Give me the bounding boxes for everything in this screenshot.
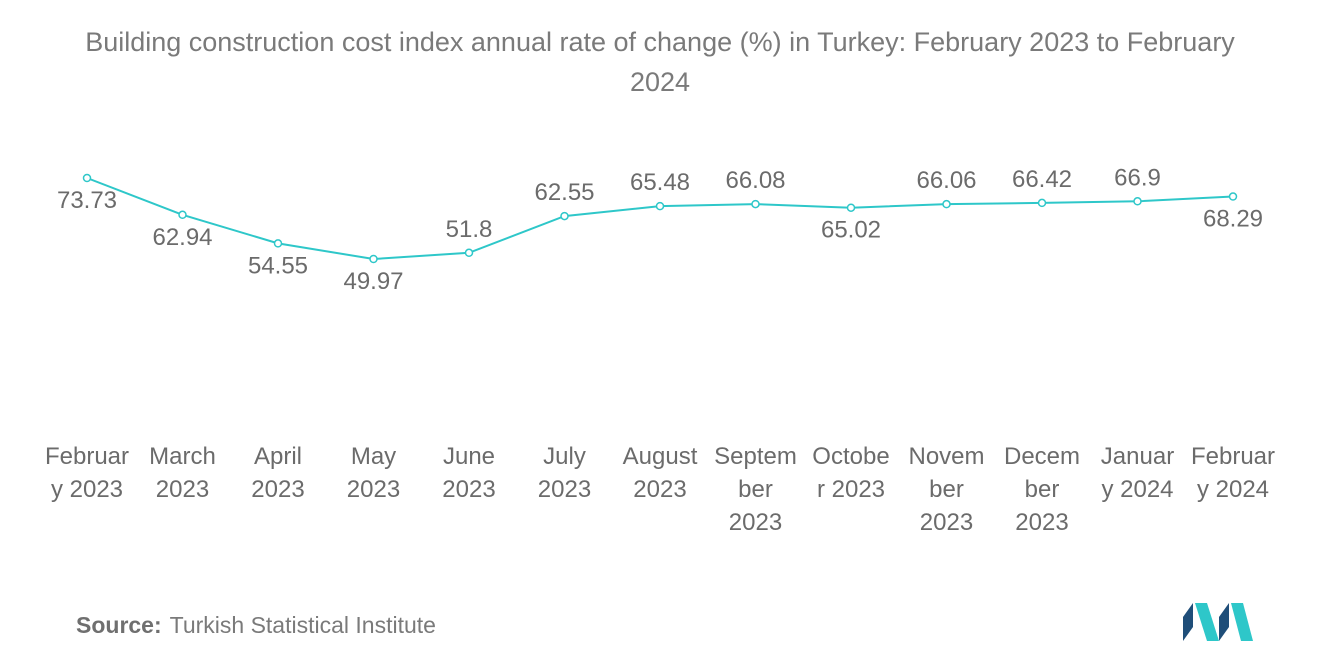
x-tick-label: Octobe r 2023 (812, 443, 889, 503)
line-chart: 73.73 62.94 54.55 49.97 51.8 62.55 65.48 66.08 6… (45, 164, 1275, 536)
data-label: 66.42 (1012, 166, 1072, 193)
data-point (369, 254, 378, 264)
x-tick-label: July 2023 (538, 443, 591, 503)
source-note: Source: Turkish Statistical Institute (76, 612, 436, 639)
data-label: 65.48 (630, 169, 690, 196)
data-point (655, 201, 665, 211)
data-point (178, 210, 187, 220)
data-label: 66.08 (725, 167, 785, 194)
data-label: 62.55 (534, 179, 594, 206)
data-point (273, 239, 283, 248)
x-tick-label: March 2023 (149, 443, 216, 503)
data-point (82, 173, 92, 183)
data-point (1133, 197, 1142, 206)
x-tick-label: May 2023 (347, 443, 400, 503)
data-point (751, 199, 760, 209)
x-tick-label: June 2023 (442, 443, 495, 503)
mordor-intelligence-logo-icon (1183, 603, 1253, 641)
data-labels-group: 73.73 62.94 54.55 49.97 51.8 62.55 65.48 66.08 6… (57, 164, 1263, 295)
x-tick-label: Februar y 2024 (1191, 443, 1275, 503)
x-tick-label: August 2023 (623, 443, 698, 503)
data-point (464, 248, 474, 258)
x-tick-label: Novem ber 2023 (908, 443, 984, 536)
data-label: 62.94 (152, 224, 212, 251)
x-tick-label: Februar y 2023 (45, 443, 129, 503)
data-label: 65.02 (821, 217, 881, 244)
source-label: Source: (76, 612, 162, 638)
x-tick-label: April 2023 (251, 443, 304, 503)
data-point (560, 211, 569, 221)
x-tick-label: Januar y 2024 (1101, 443, 1174, 503)
data-point (846, 203, 856, 212)
source-text: Turkish Statistical Institute (169, 612, 436, 638)
data-label: 51.8 (446, 216, 493, 243)
data-label: 49.97 (343, 268, 403, 295)
chart-title: Building construction cost index annual … (85, 27, 1235, 97)
data-point (942, 199, 951, 209)
data-point (1037, 198, 1047, 208)
x-axis-tick-labels: Februar y 2023 March 2023 April 2023 May 2023 Ju… (45, 443, 1275, 536)
data-label: 68.29 (1203, 206, 1263, 233)
data-label: 73.73 (57, 187, 117, 214)
data-label: 66.06 (916, 167, 976, 194)
x-tick-label: Septem ber 2023 (714, 443, 797, 536)
data-point (1228, 192, 1238, 201)
data-points-group (82, 173, 1238, 264)
data-label: 66.9 (1114, 164, 1161, 191)
x-tick-label: Decem ber 2023 (1004, 443, 1080, 536)
data-label: 54.55 (248, 252, 308, 279)
